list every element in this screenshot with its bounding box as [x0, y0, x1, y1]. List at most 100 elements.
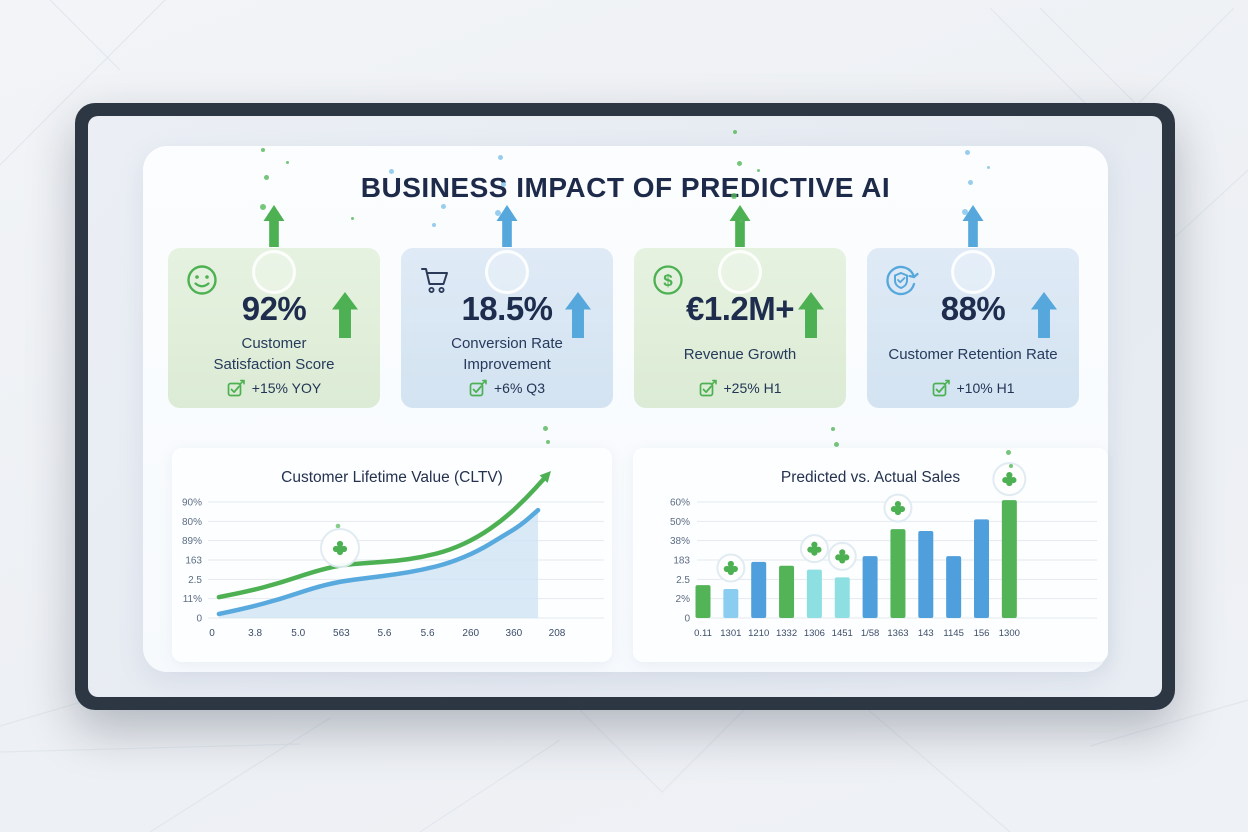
kpi-card-3: $ €1.2M+ Revenue Growth +25% H1 — [634, 205, 846, 408]
cart-icon — [421, 268, 448, 293]
svg-text:1451: 1451 — [832, 628, 853, 639]
card-icon-wrap — [182, 260, 222, 305]
svg-text:1/58: 1/58 — [861, 628, 880, 639]
svg-text:60%: 60% — [670, 498, 690, 509]
card-top-arrow — [962, 205, 984, 252]
kpi-card-2: 18.5% Conversion Rate Improvement +6% Q3 — [401, 205, 613, 408]
trend-up-arrow-icon — [798, 292, 824, 338]
svg-text:0: 0 — [684, 614, 690, 625]
svg-text:143: 143 — [918, 628, 934, 639]
card-top-arrow — [496, 205, 518, 252]
svg-text:563: 563 — [333, 628, 350, 639]
kpi-label: Conversion Rate Improvement — [451, 335, 563, 373]
sales-bar-chart-card: 60% 50% 38% 183 2.5 2% 0 0.11 1301 1210 1332 1306 14… — [633, 448, 1108, 662]
svg-text:1301: 1301 — [720, 628, 741, 639]
kpi-value: 18.5% — [461, 290, 553, 327]
trend-up-arrow-icon — [565, 292, 591, 338]
svg-text:208: 208 — [549, 628, 566, 639]
card-top-ring — [951, 250, 995, 294]
check-growth-icon — [699, 379, 717, 396]
trend-up-arrow-icon — [729, 205, 751, 247]
svg-text:89%: 89% — [182, 536, 202, 547]
trend-up-arrow-icon — [332, 292, 358, 338]
svg-text:38%: 38% — [670, 536, 690, 547]
page-title: BUSINESS IMPACT OF PREDICTIVE AI — [360, 172, 891, 203]
chart-title-cltv: Customer Lifetime Value (CLTV) — [281, 469, 503, 486]
kpi-trend-arrow — [1031, 292, 1057, 343]
svg-text:2%: 2% — [676, 594, 691, 605]
svg-text:156: 156 — [974, 628, 990, 639]
svg-text:260: 260 — [462, 628, 479, 639]
card-icon-wrap — [415, 260, 455, 305]
kpi-delta-text: +6% Q3 — [494, 379, 545, 396]
svg-text:360: 360 — [506, 628, 523, 639]
svg-text:1332: 1332 — [776, 628, 797, 639]
dashboard-panel: BUSINESS IMPACT OF PREDICTIVE AI 92% Cust… — [143, 146, 1108, 672]
kpi-trend-arrow — [565, 292, 591, 343]
kpi-label: Revenue Growth — [683, 345, 797, 363]
card-icon-wrap — [881, 260, 921, 305]
svg-text:5.0: 5.0 — [291, 628, 305, 639]
kpi-cards-row: 92% Customer Satisfaction Score +15% YOY 18.… — [168, 205, 1083, 408]
trend-up-arrow-icon — [496, 205, 518, 247]
card-top-ring — [718, 250, 762, 294]
dollar-icon: $ — [653, 265, 683, 295]
svg-text:$: $ — [663, 271, 673, 290]
trend-up-arrow-icon — [263, 205, 285, 247]
svg-text:1363: 1363 — [887, 628, 908, 639]
kpi-delta-badge: +6% Q3 — [469, 379, 545, 397]
svg-text:0: 0 — [196, 614, 202, 625]
svg-text:90%: 90% — [182, 498, 202, 509]
check-growth-icon — [227, 379, 245, 396]
kpi-delta-text: +10% H1 — [956, 379, 1015, 396]
trend-up-arrow-icon — [1031, 292, 1057, 338]
card-icon-wrap: $ — [648, 260, 688, 305]
card-top-ring — [485, 250, 529, 294]
cltv-line-chart: 90% 80% 89% 163 2.5 11% 00 3.8 5.0 563 5.6 5.6 260 36… — [182, 470, 604, 639]
svg-text:183: 183 — [673, 556, 690, 567]
kpi-card-1: 92% Customer Satisfaction Score +15% YOY — [168, 205, 380, 408]
trend-up-arrow-icon — [962, 205, 984, 247]
kpi-delta-badge: +15% YOY — [227, 379, 321, 397]
check-growth-icon — [932, 379, 950, 396]
shield-refresh-icon — [886, 265, 919, 296]
monitor-screen: BUSINESS IMPACT OF PREDICTIVE AI 92% Cust… — [88, 116, 1162, 697]
svg-text:0.11: 0.11 — [694, 628, 712, 639]
kpi-delta-text: +15% YOY — [251, 379, 322, 396]
monitor-frame: BUSINESS IMPACT OF PREDICTIVE AI 92% Cust… — [75, 103, 1175, 710]
card-top-ring — [252, 250, 296, 294]
svg-text:0: 0 — [209, 628, 215, 639]
cltv-line-chart-card: 90% 80% 89% 163 2.5 11% 0 0 3.8 5.0 563 5.6 5.6 260 36… — [172, 448, 612, 662]
smiley-icon — [187, 265, 217, 295]
card-top-arrow — [263, 205, 285, 252]
kpi-delta-badge: +10% H1 — [932, 379, 1015, 397]
kpi-label: Customer Retention Rate — [888, 345, 1058, 363]
kpi-value: 88% — [940, 290, 1006, 327]
svg-text:5.6: 5.6 — [421, 628, 435, 639]
svg-text:163: 163 — [185, 556, 202, 567]
kpi-trend-arrow — [332, 292, 358, 343]
kpi-label: Customer Satisfaction Score — [213, 335, 335, 373]
svg-text:11%: 11% — [183, 594, 202, 605]
check-growth-icon — [469, 379, 487, 396]
kpi-delta-text: +25% H1 — [723, 379, 782, 396]
svg-text:2.5: 2.5 — [188, 575, 202, 586]
kpi-value: 92% — [241, 290, 307, 327]
kpi-delta-badge: +25% H1 — [699, 379, 782, 397]
svg-text:80%: 80% — [182, 517, 202, 528]
svg-text:50%: 50% — [670, 517, 690, 528]
card-top-arrow — [729, 205, 751, 252]
kpi-card-4: 88% Customer Retention Rate +10% H1 — [867, 205, 1079, 408]
svg-text:1300: 1300 — [999, 628, 1020, 639]
svg-text:3.8: 3.8 — [248, 628, 262, 639]
svg-text:5.6: 5.6 — [378, 628, 392, 639]
svg-text:2.5: 2.5 — [676, 575, 690, 586]
svg-text:1306: 1306 — [804, 628, 825, 639]
chart-title-sales: Predicted vs. Actual Sales — [780, 469, 961, 486]
svg-text:1210: 1210 — [748, 628, 769, 639]
kpi-value: €1.2M+ — [686, 290, 795, 327]
svg-text:1145: 1145 — [943, 628, 963, 639]
kpi-trend-arrow — [798, 292, 824, 343]
sales-bar-chart: 60% 50% 38% 183 2.5 2% 0 0.11 1301 1210 1332 1306 14… — [670, 462, 1097, 639]
